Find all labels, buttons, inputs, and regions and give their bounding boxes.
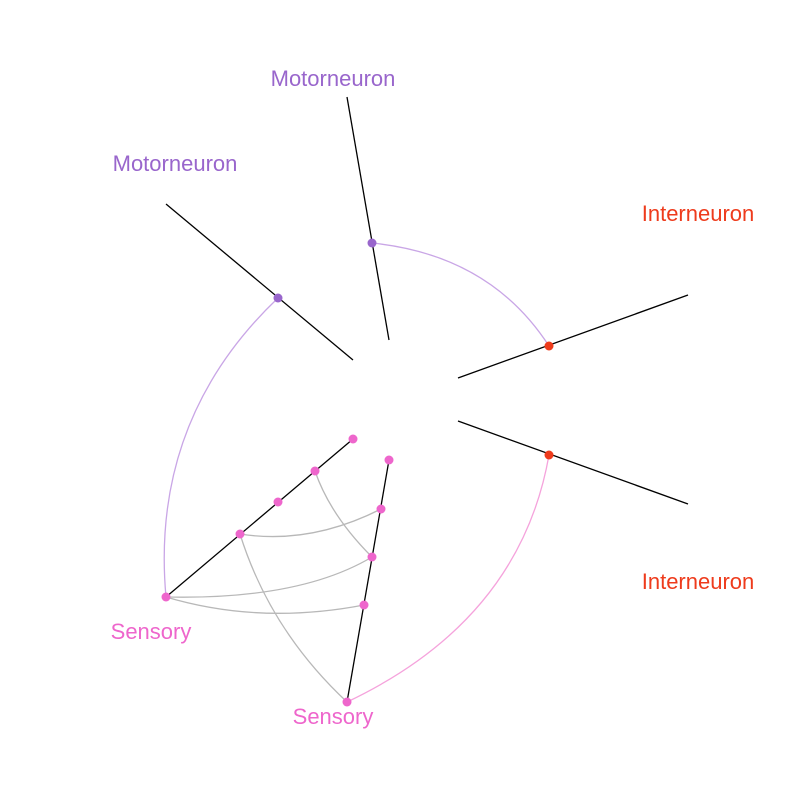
node-sensory-bottom-5 [342, 697, 352, 707]
label-inter-upper: Interneuron [642, 201, 755, 226]
nodes [161, 238, 554, 707]
edge-motor-top-to-inter-upper [371, 242, 550, 347]
edges [163, 242, 550, 703]
node-sensory-bottom-2 [376, 504, 386, 514]
label-sensory-left: Sensory [111, 619, 192, 644]
label-sensory-bottom: Sensory [293, 704, 374, 729]
axis-sensory-bottom [346, 459, 390, 703]
node-sensory-left-5 [161, 592, 171, 602]
edge-inter-lower-to-sensory-bottom [346, 454, 550, 703]
axis-inter-lower [457, 420, 689, 505]
edge-sensory-internal-1 [239, 508, 382, 538]
axes [165, 96, 689, 703]
node-inter-lower [544, 450, 554, 460]
axis-labels: Motorneuron Motorneuron Interneuron Inte… [111, 66, 755, 729]
edge-sensory-internal-2 [314, 470, 373, 558]
edge-sensory-internal-4 [165, 596, 365, 614]
label-motor-top: Motorneuron [271, 66, 396, 91]
node-sensory-left-2 [310, 466, 320, 476]
node-sensory-left-4 [235, 529, 245, 539]
axis-inter-upper [457, 294, 689, 379]
axis-sensory-left [165, 438, 354, 598]
node-motor-left [273, 293, 283, 303]
node-inter-upper [544, 341, 554, 351]
node-sensory-bottom-4 [359, 600, 369, 610]
label-inter-lower: Interneuron [642, 569, 755, 594]
axis-motor-left [165, 203, 354, 361]
label-motor-left: Motorneuron [113, 151, 238, 176]
edge-sensory-internal-5 [239, 533, 348, 703]
node-sensory-left-3 [273, 497, 283, 507]
node-sensory-left-1 [348, 434, 358, 444]
edge-sensory-internal-3 [165, 556, 373, 598]
node-sensory-bottom-1 [384, 455, 394, 465]
edge-motor-left-to-sensory-left [163, 297, 279, 598]
node-motor-top [367, 238, 377, 248]
axis-motor-top [346, 96, 390, 341]
node-sensory-bottom-3 [367, 552, 377, 562]
